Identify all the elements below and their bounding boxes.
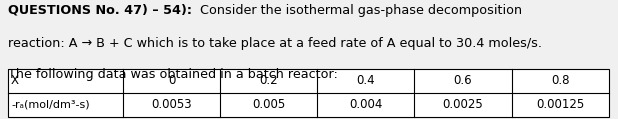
Text: 0.004: 0.004 [349,98,383,111]
Text: reaction: A → B + C which is to take place at a feed rate of A equal to 30.4 mol: reaction: A → B + C which is to take pla… [8,37,542,50]
Text: 0.6: 0.6 [454,74,472,87]
FancyBboxPatch shape [8,69,609,117]
Text: 0.0025: 0.0025 [442,98,483,111]
Text: 0: 0 [168,74,175,87]
Text: -rₐ(mol/dm³-s): -rₐ(mol/dm³-s) [11,100,90,110]
Text: 0.00125: 0.00125 [536,98,584,111]
Text: The following data was obtained in a batch reactor:: The following data was obtained in a bat… [8,68,338,81]
Text: 0.4: 0.4 [357,74,375,87]
Text: QUESTIONS No. 47) – 54):: QUESTIONS No. 47) – 54): [8,4,192,17]
Text: Consider the isothermal gas-phase decomposition: Consider the isothermal gas-phase decomp… [192,4,522,17]
Text: 0.005: 0.005 [252,98,286,111]
Text: 0.8: 0.8 [551,74,569,87]
Text: X: X [11,74,19,87]
Text: 0.2: 0.2 [260,74,278,87]
Text: 0.0053: 0.0053 [151,98,192,111]
